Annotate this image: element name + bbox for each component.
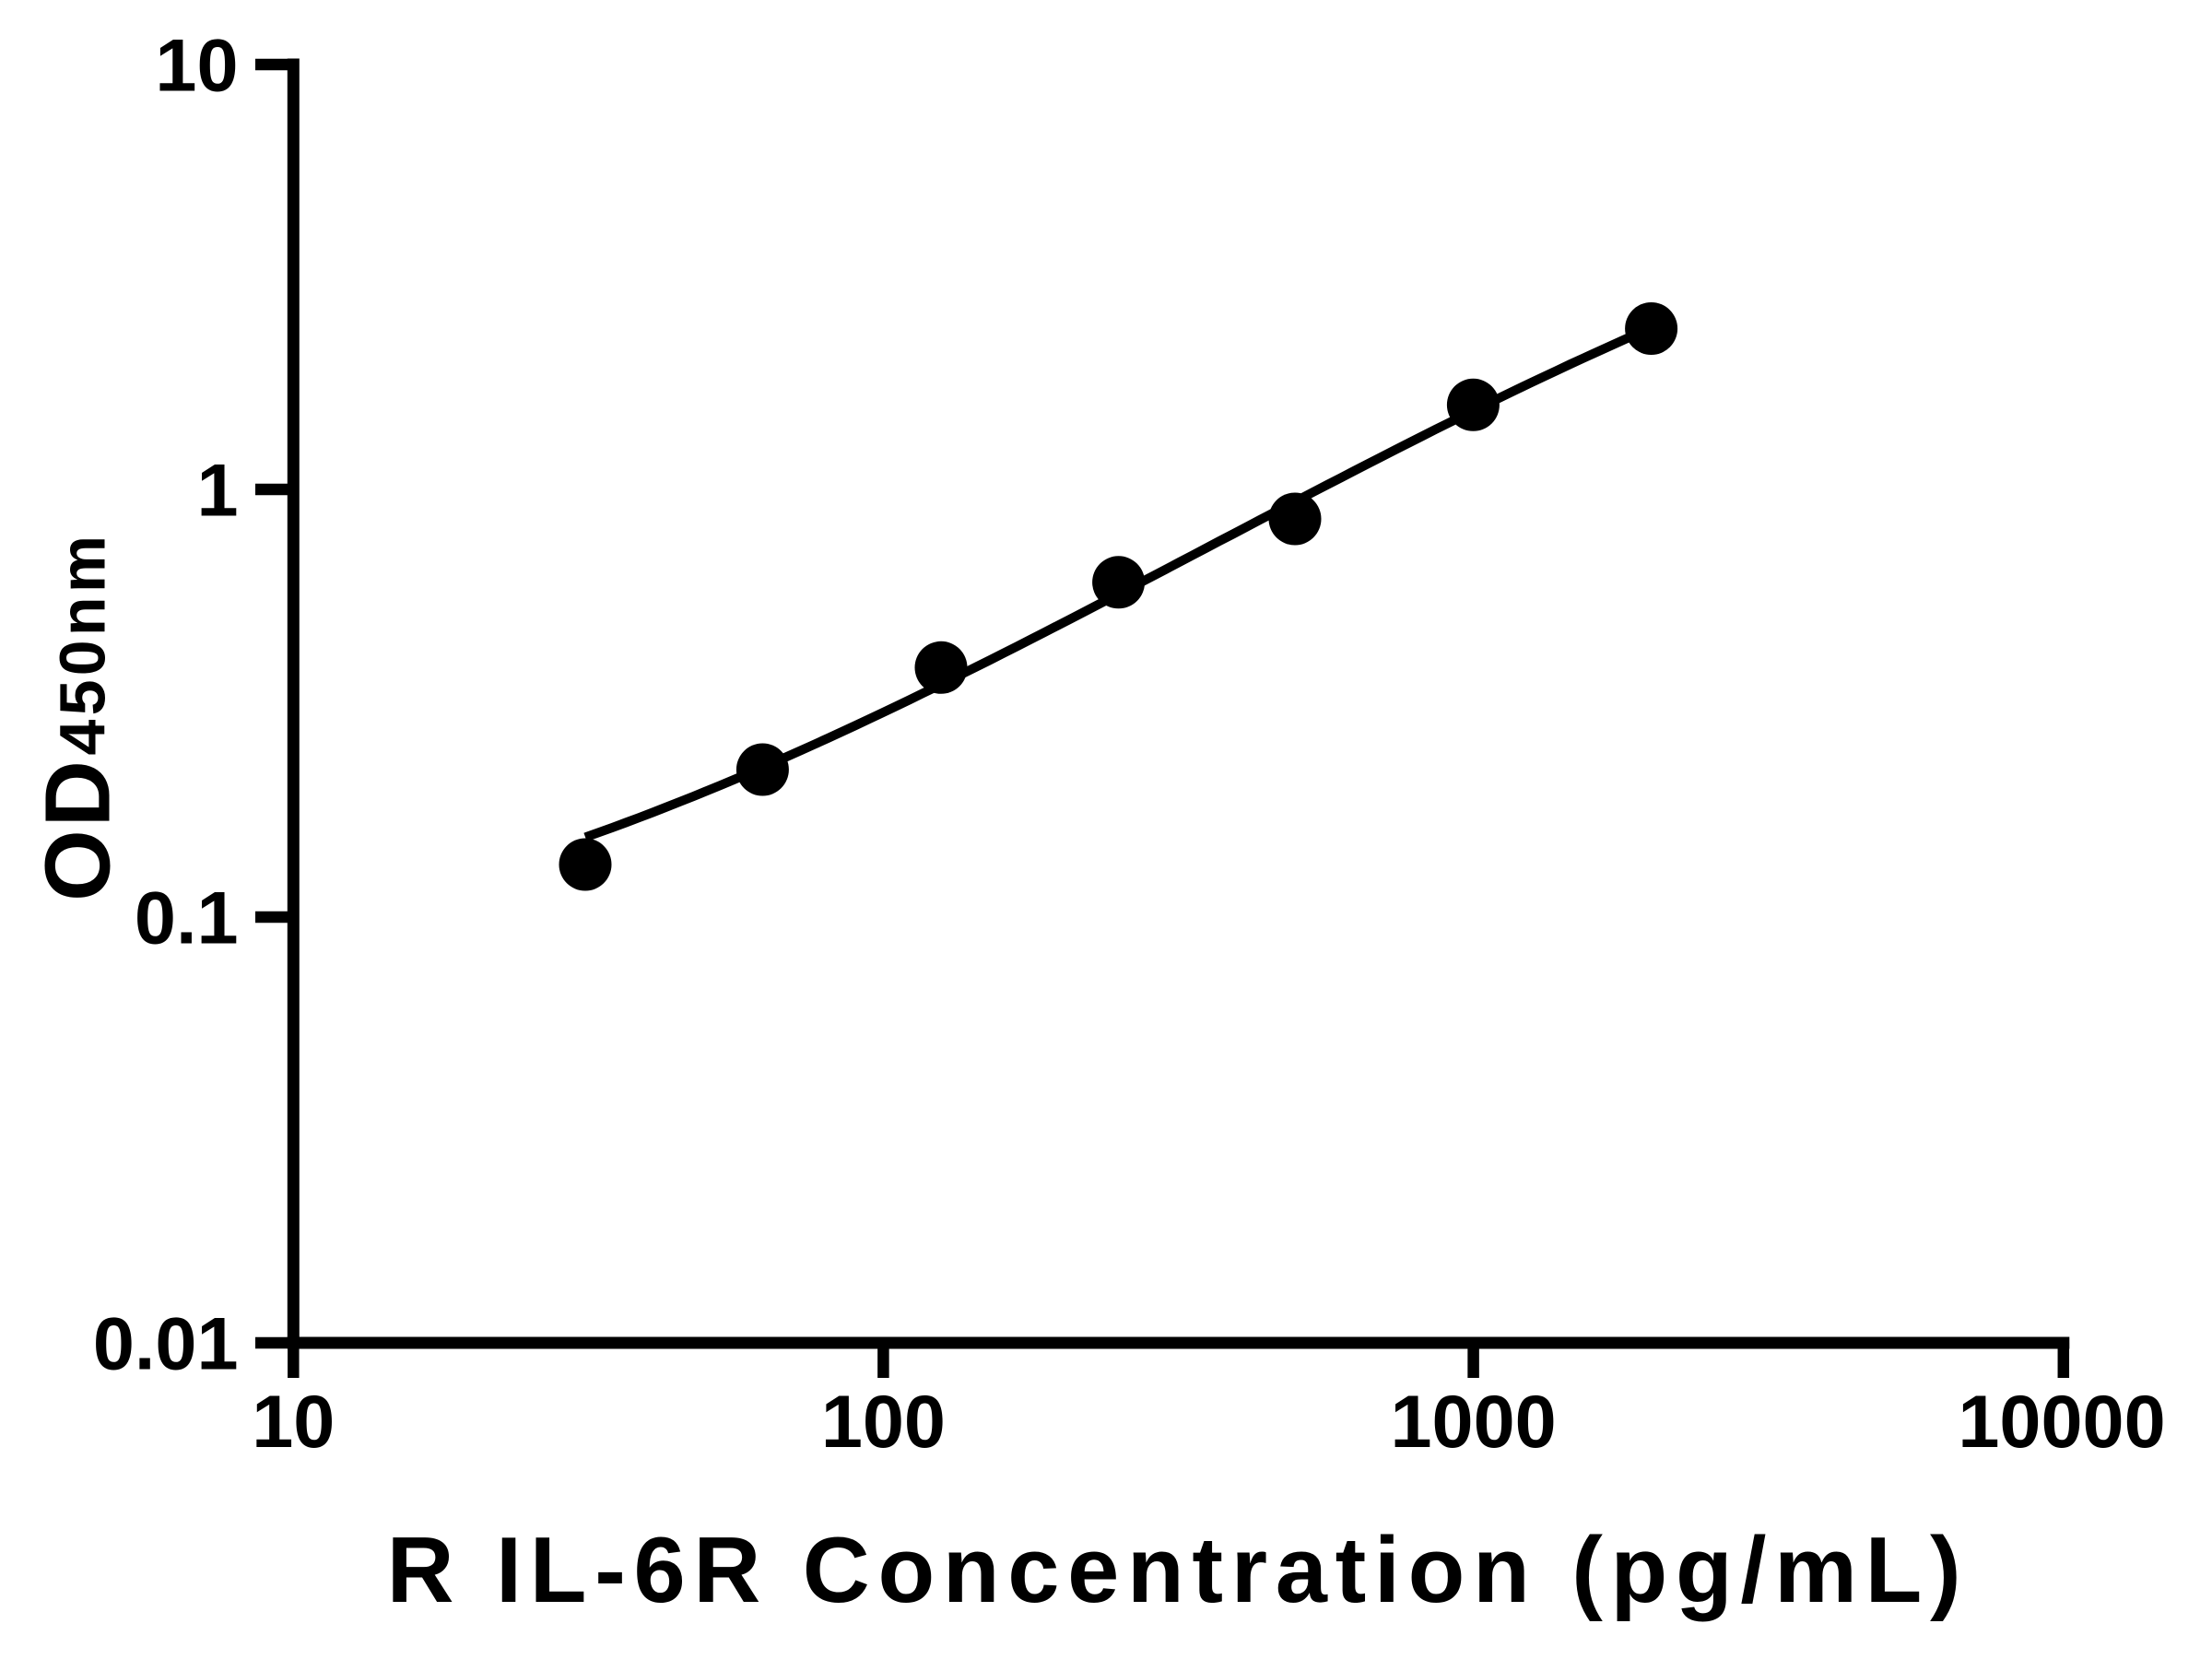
svg-text:1000: 1000 [1390,1381,1556,1464]
svg-text:450nm: 450nm [47,532,119,756]
svg-text:0.1: 0.1 [135,877,239,960]
svg-text:R IL-6R Concentration (pg/mL): R IL-6R Concentration (pg/mL) [387,1519,1970,1622]
svg-text:1: 1 [196,450,238,533]
svg-text:100: 100 [821,1381,946,1464]
svg-text:OD: OD [27,758,130,901]
svg-text:10: 10 [155,25,238,108]
svg-text:0.01: 0.01 [93,1303,239,1386]
svg-text:10000: 10000 [1958,1381,2165,1464]
svg-text:10: 10 [252,1381,335,1464]
